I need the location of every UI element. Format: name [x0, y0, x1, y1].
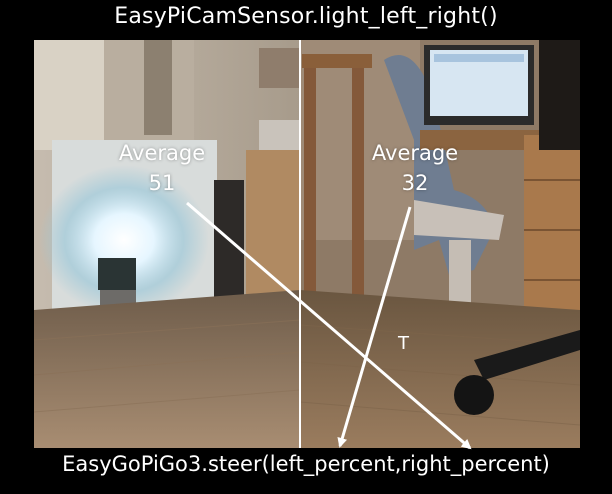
camera-image-scene [34, 40, 580, 448]
left-average-label: Average 51 [102, 138, 222, 198]
right-average-value: 32 [401, 171, 429, 195]
camera-image [34, 40, 580, 448]
title: EasyPiCamSensor.light_left_right() [114, 4, 498, 29]
arrow-left-to-right-icon [186, 201, 472, 450]
footer: EasyGoPiGo3.steer(left_percent,right_per… [62, 452, 550, 476]
left-average-title: Average [118, 141, 206, 165]
right-average-title: Average [371, 141, 459, 165]
left-average-value: 51 [148, 171, 176, 195]
arrow-right-to-left-icon [337, 206, 412, 448]
right-average-label: Average 32 [350, 138, 480, 198]
crossing-label: T [398, 333, 409, 354]
